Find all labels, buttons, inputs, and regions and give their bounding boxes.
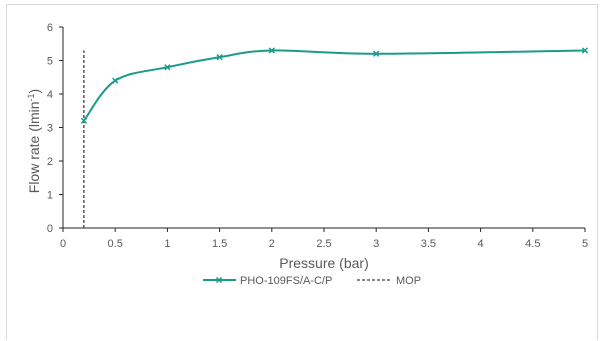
y-tick-label: 3	[47, 123, 53, 135]
data-point-marker	[164, 64, 171, 71]
legend-marker-pho	[215, 276, 223, 284]
y-axis-title: Flow rate (lmin-1)	[26, 89, 42, 193]
x-tick-label: 1.5	[212, 238, 227, 250]
x-tick-label: 5	[582, 238, 588, 250]
x-tick-label: 0.5	[108, 238, 123, 250]
legend-item-mop: MOP	[357, 275, 421, 287]
y-tick-label: 0	[47, 223, 53, 235]
legend-label-mop: MOP	[396, 275, 421, 287]
x-tick-label: 2.5	[316, 238, 331, 250]
data-point-marker	[268, 47, 275, 54]
x-tick-label: 1	[164, 238, 170, 250]
series-line-pho	[83, 49, 586, 122]
data-point-marker	[80, 117, 88, 124]
x-tick-label: 0	[60, 238, 66, 250]
legend-item-pho: PHO-109FS/A-C/P	[203, 275, 332, 287]
y-tick-label: 2	[47, 156, 53, 168]
x-tick-label: 3.5	[421, 238, 436, 250]
chart-frame	[6, 4, 598, 340]
data-point-marker	[581, 47, 589, 54]
data-point-marker	[373, 50, 380, 57]
y-axis-title-main: Flow rate (lmin	[26, 101, 42, 193]
x-tick-label: 3	[373, 238, 379, 250]
x-axis-title: Pressure (bar)	[279, 255, 368, 271]
y-tick-label: 4	[47, 89, 53, 101]
x-tick-label: 4.5	[525, 238, 540, 250]
data-point-marker	[216, 54, 223, 61]
x-tick-label: 2	[269, 238, 275, 250]
y-tick-label: 1	[47, 190, 53, 202]
data-point-marker	[112, 77, 119, 84]
y-axis-title-tail: )	[26, 89, 42, 94]
legend: PHO-109FS/A-C/P MOP	[203, 275, 421, 287]
y-tick-label: 6	[47, 22, 53, 34]
x-tick-label: 4	[478, 238, 484, 250]
legend-label-pho: PHO-109FS/A-C/P	[240, 275, 332, 287]
y-axis-title-superscript: -1	[26, 93, 36, 101]
y-tick-label: 5	[47, 56, 53, 68]
